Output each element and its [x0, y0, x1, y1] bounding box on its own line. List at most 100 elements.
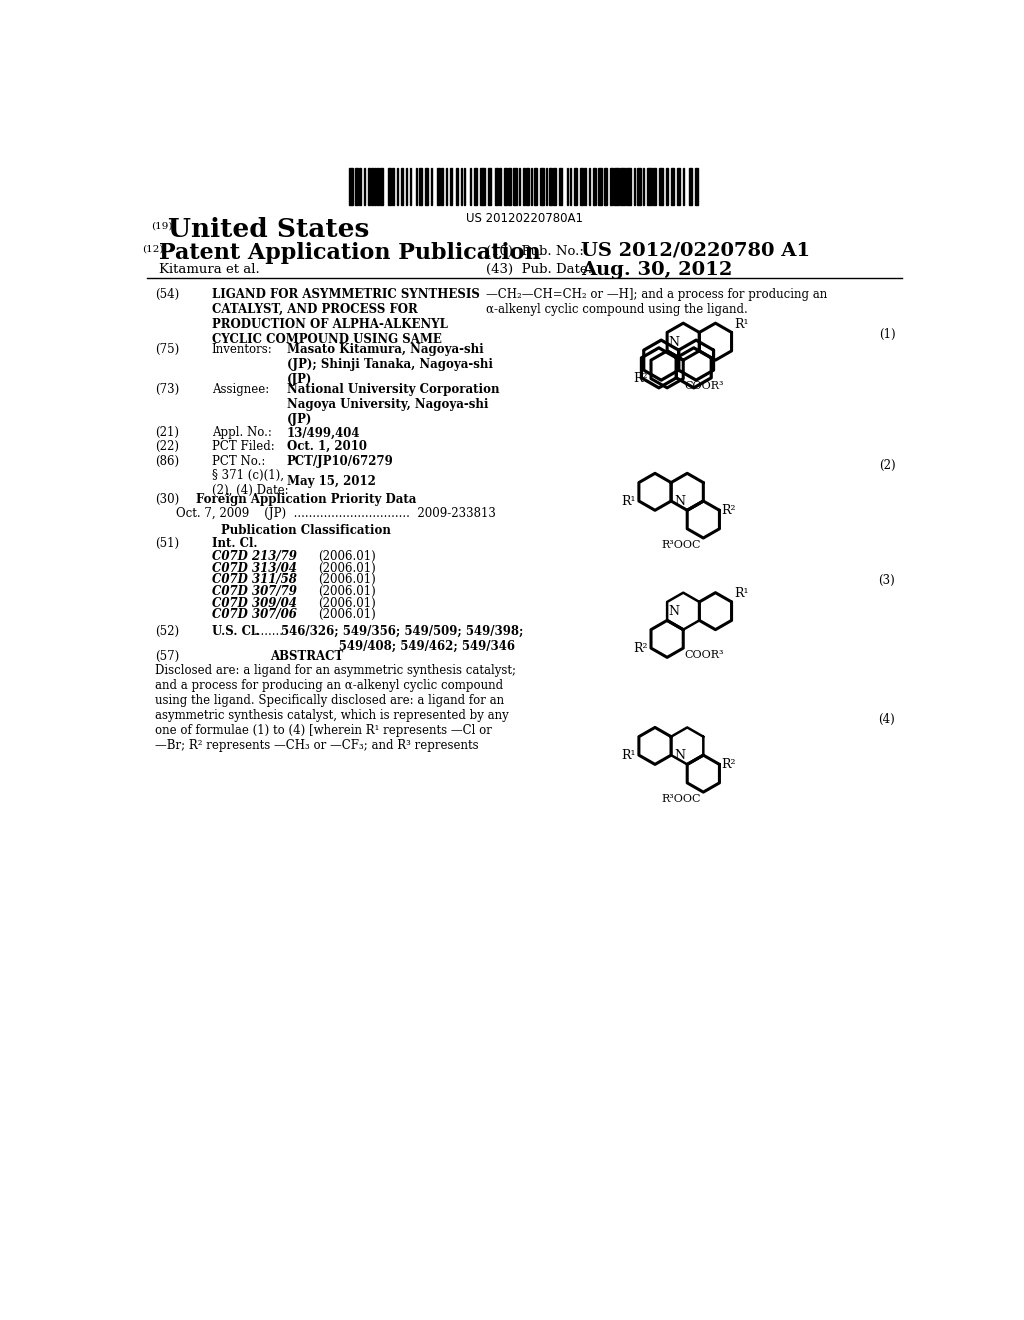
Bar	[470, 168, 471, 205]
Bar	[580, 168, 583, 205]
Text: C07D 311/58: C07D 311/58	[212, 573, 297, 586]
Text: (30): (30)	[155, 494, 179, 507]
Text: National University Corporation
Nagoya University, Nagoya-shi
(JP): National University Corporation Nagoya U…	[287, 383, 500, 426]
Bar	[621, 168, 625, 205]
Text: R²: R²	[722, 758, 736, 771]
Bar	[634, 168, 635, 205]
Text: COOR³: COOR³	[685, 381, 724, 391]
Text: U.S. Cl.: U.S. Cl.	[212, 626, 259, 638]
Text: Aug. 30, 2012: Aug. 30, 2012	[582, 261, 733, 279]
Bar	[480, 168, 484, 205]
Text: R²: R²	[722, 504, 736, 517]
Text: 546/326; 549/356; 549/509; 549/398;
              549/408; 549/462; 549/346: 546/326; 549/356; 549/509; 549/398; 549/…	[282, 626, 524, 653]
Bar	[374, 168, 376, 205]
Bar	[410, 168, 412, 205]
Text: (12): (12)	[142, 244, 164, 253]
Text: ABSTRACT: ABSTRACT	[269, 649, 343, 663]
Bar	[487, 168, 490, 205]
Bar	[637, 168, 641, 205]
Bar	[508, 168, 511, 205]
Bar	[406, 168, 407, 205]
Text: R²: R²	[634, 642, 648, 655]
Bar	[694, 168, 697, 205]
Bar	[416, 168, 418, 205]
Bar	[474, 168, 477, 205]
Text: R¹: R¹	[734, 587, 749, 601]
Text: ........: ........	[254, 626, 285, 638]
Bar	[441, 168, 442, 205]
Bar	[461, 168, 462, 205]
Text: N: N	[674, 495, 685, 508]
Bar	[457, 168, 458, 205]
Bar	[540, 168, 544, 205]
Text: PCT No.:: PCT No.:	[212, 455, 265, 467]
Text: N: N	[669, 335, 680, 348]
Bar	[647, 168, 651, 205]
Bar	[569, 168, 571, 205]
Text: (51): (51)	[155, 537, 179, 550]
Text: R¹: R¹	[734, 318, 749, 331]
Text: R³OOC: R³OOC	[662, 540, 701, 550]
Text: Assignee:: Assignee:	[212, 383, 269, 396]
Bar	[593, 168, 596, 205]
Bar	[546, 168, 547, 205]
Bar	[683, 168, 684, 205]
Bar	[689, 168, 692, 205]
Text: LIGAND FOR ASYMMETRIC SYNTHESIS
CATALYST, AND PROCESS FOR
PRODUCTION OF ALPHA-AL: LIGAND FOR ASYMMETRIC SYNTHESIS CATALYST…	[212, 288, 479, 346]
Text: (54): (54)	[155, 288, 179, 301]
Text: (75): (75)	[155, 343, 179, 356]
Text: (2006.01): (2006.01)	[317, 597, 376, 610]
Bar	[659, 168, 664, 205]
Text: Foreign Application Priority Data: Foreign Application Priority Data	[196, 494, 417, 507]
Text: (21): (21)	[155, 426, 179, 440]
Text: (2006.01): (2006.01)	[317, 550, 376, 564]
Bar	[589, 168, 591, 205]
Text: Masato Kitamura, Nagoya-shi
(JP); Shinji Tanaka, Nagoya-shi
(JP): Masato Kitamura, Nagoya-shi (JP); Shinji…	[287, 343, 493, 387]
Bar	[614, 168, 618, 205]
Text: C07D 307/79: C07D 307/79	[212, 585, 297, 598]
Text: (3): (3)	[879, 574, 895, 587]
Text: 13/499,404: 13/499,404	[287, 426, 360, 440]
Bar	[445, 168, 447, 205]
Text: Publication Classification: Publication Classification	[221, 524, 391, 537]
Bar	[513, 168, 517, 205]
Bar	[585, 168, 586, 205]
Text: N: N	[674, 748, 685, 762]
Text: (52): (52)	[155, 626, 179, 638]
Bar	[380, 168, 383, 205]
Bar	[677, 168, 680, 205]
Text: Inventors:: Inventors:	[212, 343, 272, 356]
Bar	[401, 168, 402, 205]
Text: (73): (73)	[155, 383, 179, 396]
Text: C07D 307/06: C07D 307/06	[212, 609, 297, 622]
Text: US 20120220780A1: US 20120220780A1	[466, 213, 584, 226]
Text: (22): (22)	[155, 441, 179, 453]
Text: N: N	[669, 605, 680, 618]
Text: (2006.01): (2006.01)	[317, 609, 376, 622]
Bar	[396, 168, 398, 205]
Bar	[451, 168, 452, 205]
Text: (4): (4)	[879, 713, 895, 726]
Bar	[392, 168, 393, 205]
Bar	[437, 168, 440, 205]
Bar	[526, 168, 529, 205]
Text: § 371 (c)(1),
(2), (4) Date:: § 371 (c)(1), (2), (4) Date:	[212, 469, 289, 496]
Text: Appl. No.:: Appl. No.:	[212, 426, 271, 440]
Bar	[598, 168, 602, 205]
Text: Int. Cl.: Int. Cl.	[212, 537, 257, 550]
Bar	[464, 168, 465, 205]
Text: (43)  Pub. Date:: (43) Pub. Date:	[486, 263, 592, 276]
Bar	[495, 168, 498, 205]
Text: Oct. 1, 2010: Oct. 1, 2010	[287, 441, 367, 453]
Bar	[643, 168, 644, 205]
Text: PCT/JP10/67279: PCT/JP10/67279	[287, 455, 393, 467]
Text: —CH₂—CH=CH₂ or —H]; and a process for producing an
α-alkenyl cyclic compound usi: —CH₂—CH=CH₂ or —H]; and a process for pr…	[486, 288, 827, 315]
Bar	[388, 168, 390, 205]
Text: (2006.01): (2006.01)	[317, 562, 376, 576]
Bar	[549, 168, 552, 205]
Bar	[653, 168, 656, 205]
Text: C07D 313/04: C07D 313/04	[212, 562, 297, 576]
Bar	[530, 168, 532, 205]
Bar	[500, 168, 501, 205]
Bar	[364, 168, 366, 205]
